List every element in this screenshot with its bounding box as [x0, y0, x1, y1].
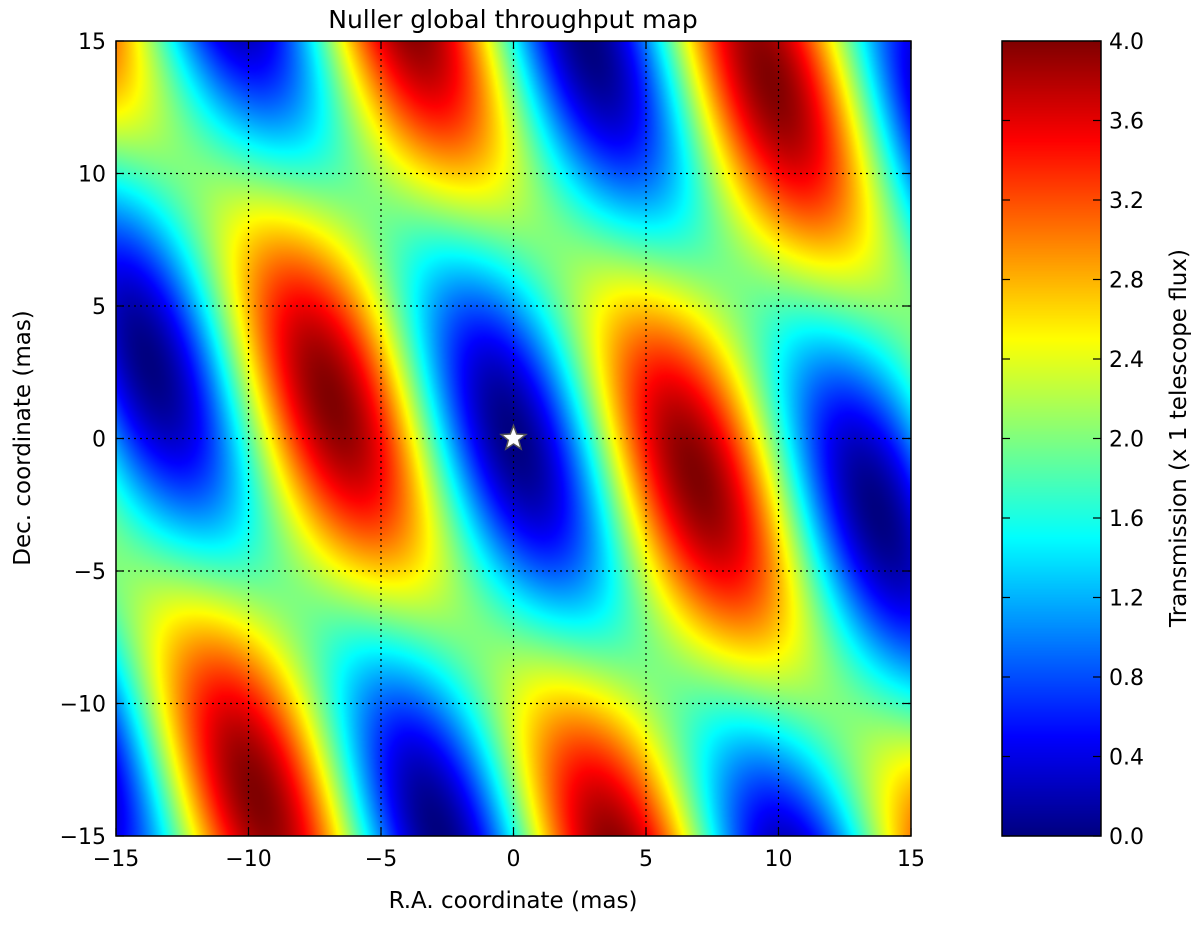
- y-tick-label: 15: [78, 30, 106, 55]
- y-tick-label: −15: [60, 825, 106, 850]
- colorbar-tick-label: 3.2: [1109, 189, 1144, 214]
- y-axis-label: Dec. coordinate (mas): [10, 310, 36, 566]
- x-tick-label: 5: [639, 847, 653, 872]
- colorbar-tick-label: 2.8: [1109, 269, 1144, 294]
- colorbar-tick-label: 0.0: [1109, 825, 1144, 850]
- colorbar-ticks: 0.0 0.4 0.8 1.2 1.6 2.0 2.4 2.8 3.2 3.6 4.0: [1002, 30, 1144, 850]
- y-ticks: −15 −10 −5 0 5 10 15: [60, 30, 911, 850]
- y-tick-label: 10: [78, 163, 106, 188]
- x-tick-label: −10: [225, 847, 271, 872]
- x-tick-label: 15: [897, 847, 925, 872]
- x-tick-label: −15: [93, 847, 139, 872]
- y-tick-label: 0: [92, 428, 106, 453]
- colorbar-tick-label: 1.2: [1109, 587, 1144, 612]
- star-marker-icon: [499, 423, 528, 451]
- x-tick-label: −5: [365, 847, 397, 872]
- colorbar-tick-label: 0.4: [1109, 746, 1144, 771]
- x-ticks: −15 −10 −5 0 5 10 15: [93, 41, 925, 872]
- colorbar-gradient: [1002, 41, 1101, 836]
- y-tick-label: −10: [60, 693, 106, 718]
- colorbar-tick-label: 2.4: [1109, 348, 1144, 373]
- y-tick-label: 5: [92, 295, 106, 320]
- x-tick-label: 10: [765, 847, 793, 872]
- colorbar-label: Transmission (x 1 telescope flux): [1166, 249, 1192, 628]
- chart-title: Nuller global throughput map: [328, 5, 697, 34]
- y-tick-label: −5: [74, 560, 106, 585]
- x-tick-label: 0: [507, 847, 521, 872]
- colorbar-tick-label: 0.8: [1109, 666, 1144, 691]
- colorbar-tick-label: 3.6: [1109, 110, 1144, 135]
- x-axis-label: R.A. coordinate (mas): [389, 888, 638, 914]
- colorbar-frame: [1001, 40, 1102, 837]
- colorbar-tick-label: 2.0: [1109, 428, 1144, 453]
- marker-layer: [499, 423, 528, 451]
- colorbar-tick-label: 1.6: [1109, 507, 1144, 532]
- colorbar-tick-label: 4.0: [1109, 30, 1144, 55]
